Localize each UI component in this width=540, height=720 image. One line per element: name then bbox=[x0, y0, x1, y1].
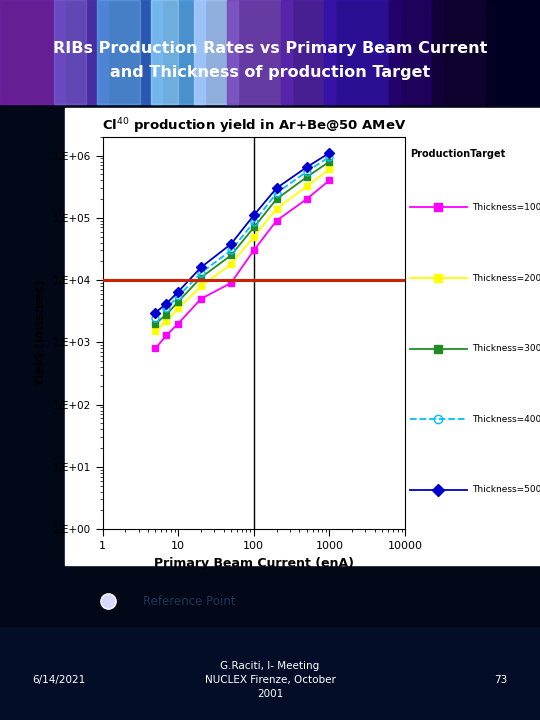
Text: RIBs Production Rates vs Primary Beam Current: RIBs Production Rates vs Primary Beam Cu… bbox=[53, 41, 487, 55]
Bar bbox=[389, 0, 443, 104]
Text: Thickness=500: Thickness=500 bbox=[472, 485, 540, 495]
Bar bbox=[0, 562, 540, 720]
Bar bbox=[54, 0, 86, 104]
X-axis label: Primary Beam Current (enA): Primary Beam Current (enA) bbox=[154, 557, 354, 570]
Bar bbox=[151, 0, 178, 104]
Bar bbox=[97, 0, 162, 104]
Bar bbox=[281, 0, 335, 104]
Text: G.Raciti, I- Meeting
NUCLEX Firenze, October
2001: G.Raciti, I- Meeting NUCLEX Firenze, Oct… bbox=[205, 662, 335, 699]
Title: Cl$^{40}$ production yield in Ar+Be@50 AMeV: Cl$^{40}$ production yield in Ar+Be@50 A… bbox=[102, 116, 406, 135]
Text: Thickness=400: Thickness=400 bbox=[472, 415, 540, 424]
Bar bbox=[227, 0, 292, 104]
Text: Thickness=200: Thickness=200 bbox=[472, 274, 540, 282]
Bar bbox=[0, 101, 540, 626]
Text: Thickness=300: Thickness=300 bbox=[472, 344, 540, 354]
Text: 6/14/2021: 6/14/2021 bbox=[32, 675, 86, 685]
Y-axis label: Yield (Ions/sec): Yield (Ions/sec) bbox=[34, 279, 47, 387]
Bar bbox=[54, 0, 108, 104]
Bar bbox=[486, 0, 540, 104]
Text: Reference Point: Reference Point bbox=[143, 595, 235, 608]
Text: 73: 73 bbox=[494, 675, 508, 685]
Bar bbox=[151, 0, 205, 104]
Text: and Thickness of production Target: and Thickness of production Target bbox=[110, 65, 430, 79]
Bar bbox=[65, 108, 540, 565]
Bar bbox=[194, 0, 238, 104]
Bar bbox=[0, 0, 65, 104]
Bar bbox=[432, 0, 497, 104]
Bar bbox=[97, 0, 140, 104]
Bar bbox=[324, 0, 400, 104]
Text: Thickness=100: Thickness=100 bbox=[472, 203, 540, 212]
Text: ProductionTarget: ProductionTarget bbox=[410, 148, 505, 158]
